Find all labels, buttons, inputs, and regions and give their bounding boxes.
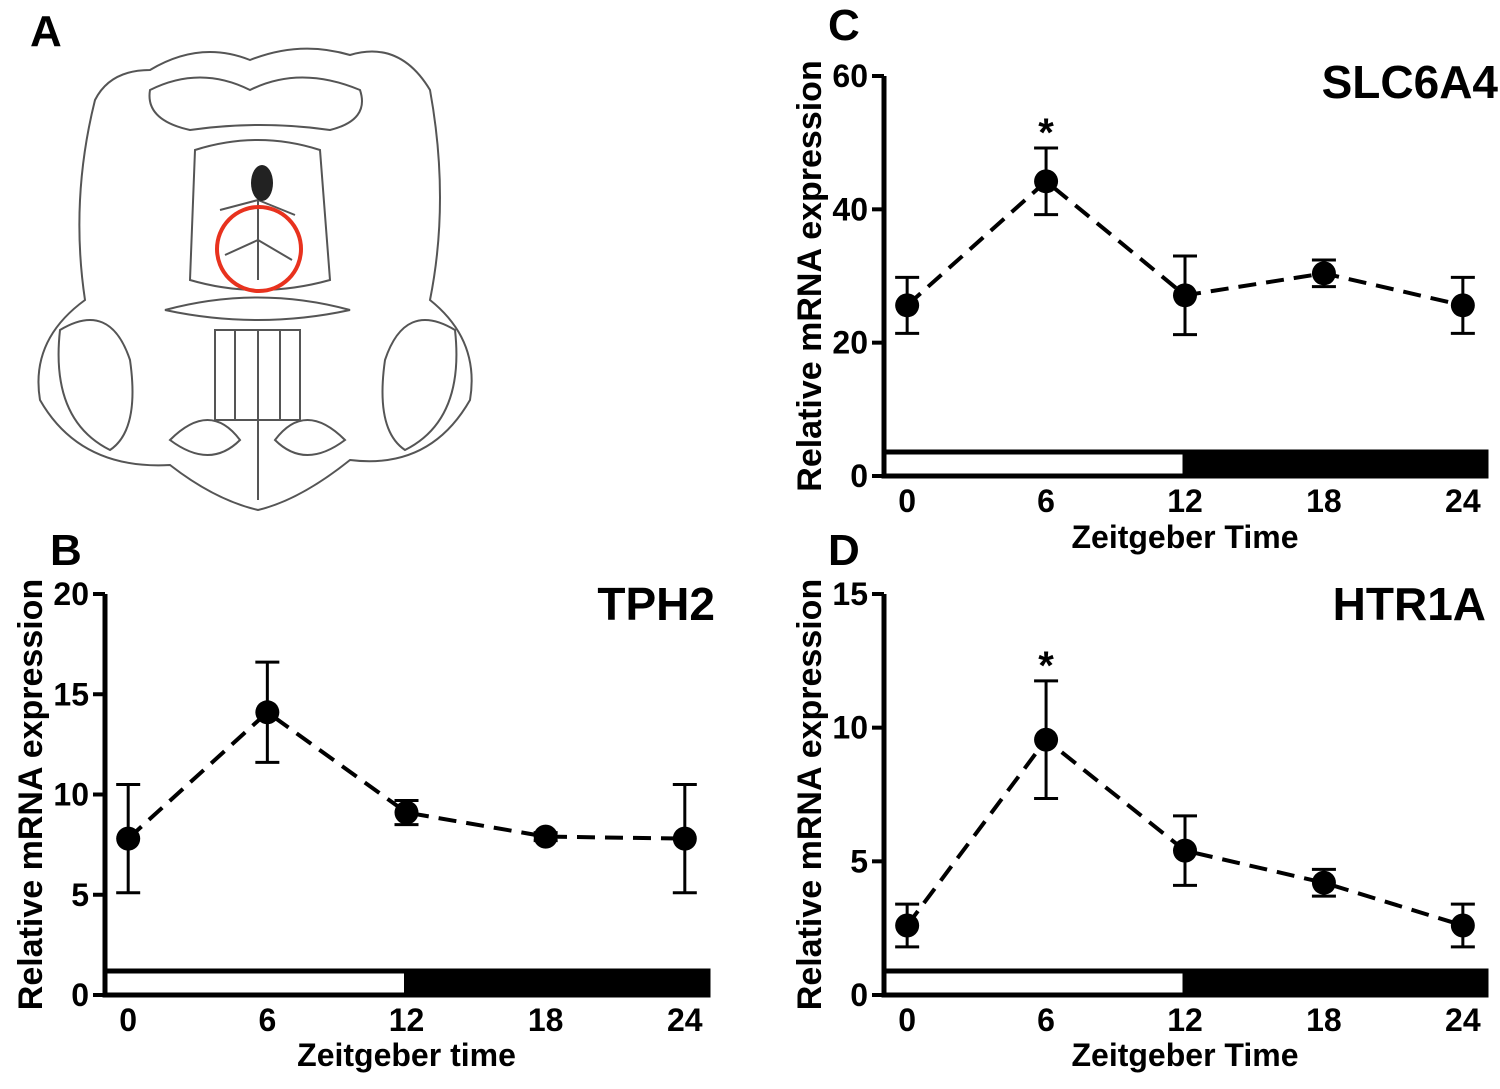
y-tick-label: 0 xyxy=(71,977,89,1013)
x-tick-label: 12 xyxy=(389,1002,425,1038)
dark-bar xyxy=(1182,449,1489,479)
data-point xyxy=(1311,870,1336,895)
light-bar xyxy=(881,449,1188,479)
x-tick-label: 0 xyxy=(119,1002,137,1038)
data-point xyxy=(116,826,141,851)
data-point xyxy=(1034,727,1059,752)
dark-bar xyxy=(404,968,711,998)
data-point xyxy=(394,800,419,825)
x-axis-label: Zeitgeber Time xyxy=(1071,519,1298,555)
y-tick-label: 60 xyxy=(832,58,868,94)
y-tick-label: 15 xyxy=(53,676,89,712)
x-tick-label: 18 xyxy=(528,1002,564,1038)
data-point xyxy=(672,826,697,851)
light-bar xyxy=(102,968,409,998)
data-point xyxy=(1450,913,1475,938)
x-tick-label: 12 xyxy=(1167,1002,1203,1038)
data-line xyxy=(126,709,685,841)
y-tick-label: 5 xyxy=(71,877,89,913)
y-tick-label: 0 xyxy=(850,458,868,494)
panel-label: D xyxy=(828,526,860,575)
light-bar xyxy=(881,968,1188,998)
chart-title: SLC6A4 xyxy=(1322,56,1499,108)
data-point xyxy=(1173,838,1197,863)
x-axis-label: Zeitgeber time xyxy=(297,1037,516,1073)
y-axis-label: Relative mRNA expression xyxy=(791,60,829,491)
data-point xyxy=(895,913,920,938)
x-tick-label: 18 xyxy=(1306,483,1342,519)
x-tick-label: 12 xyxy=(1167,483,1203,519)
y-tick-label: 0 xyxy=(850,977,868,1013)
x-tick-label: 0 xyxy=(898,1002,916,1038)
y-tick-label: 20 xyxy=(53,576,89,612)
brain-diagram xyxy=(37,47,473,512)
x-tick-label: 24 xyxy=(667,1002,703,1038)
chart-title: HTR1A xyxy=(1333,578,1486,630)
annotation: * xyxy=(1038,111,1054,155)
y-tick-label: 40 xyxy=(832,191,868,227)
y-tick-label: 15 xyxy=(832,576,868,612)
x-tick-label: 6 xyxy=(1037,483,1055,519)
region-circle xyxy=(215,205,303,293)
y-axis-label: Relative mRNA expression xyxy=(791,579,829,1010)
data-point xyxy=(1173,283,1197,308)
data-point xyxy=(1450,293,1475,318)
x-tick-label: 24 xyxy=(1445,1002,1481,1038)
panel-label: C xyxy=(828,1,860,50)
x-tick-label: 6 xyxy=(1037,1002,1055,1038)
data-point xyxy=(1311,261,1336,286)
data-point xyxy=(1034,169,1059,194)
y-tick-label: 10 xyxy=(832,710,868,746)
y-tick-label: 5 xyxy=(850,843,868,879)
ventricle xyxy=(251,165,273,201)
x-tick-label: 0 xyxy=(898,483,916,519)
data-point xyxy=(533,824,558,849)
chart-title: TPH2 xyxy=(597,578,715,630)
x-tick-label: 18 xyxy=(1306,1002,1342,1038)
panel-label: A xyxy=(30,7,62,56)
panel-label: B xyxy=(50,526,82,575)
annotation: * xyxy=(1038,644,1054,688)
data-point xyxy=(255,700,280,725)
y-axis-label: Relative mRNA expression xyxy=(12,579,50,1010)
x-tick-label: 24 xyxy=(1445,483,1481,519)
y-tick-label: 10 xyxy=(53,777,89,813)
y-tick-label: 20 xyxy=(832,325,868,361)
dark-bar xyxy=(1182,968,1489,998)
data-point xyxy=(895,293,920,318)
x-axis-label: Zeitgeber Time xyxy=(1071,1037,1298,1073)
x-tick-label: 6 xyxy=(258,1002,276,1038)
